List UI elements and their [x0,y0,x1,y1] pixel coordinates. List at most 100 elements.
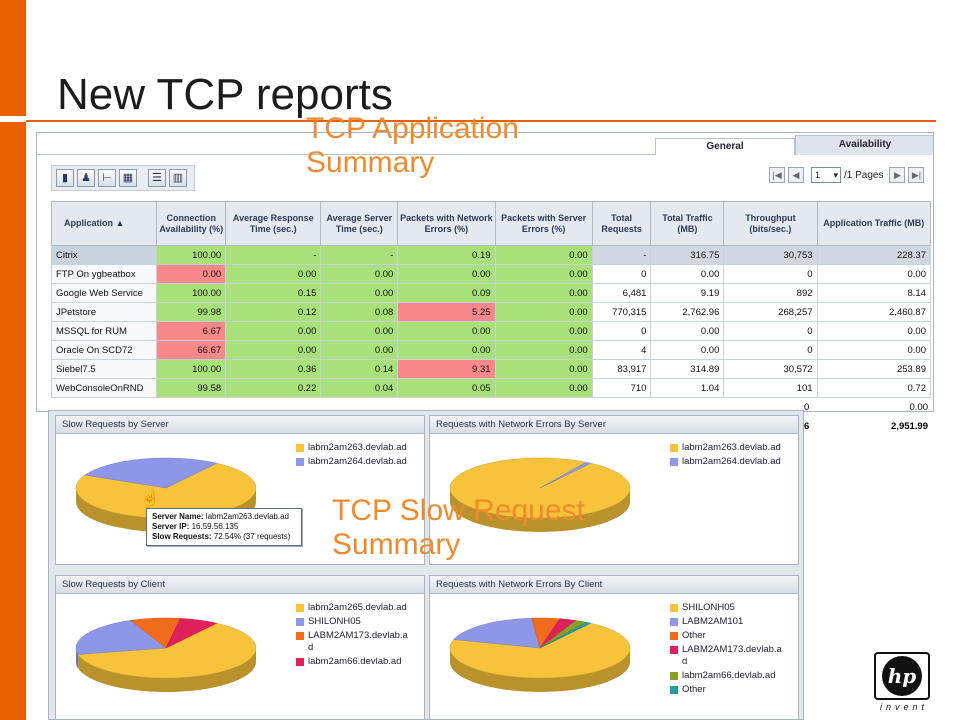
col-network-errors[interactable]: Packets with Network Errors (%) [397,201,496,246]
table-row[interactable]: Google Web Service 100.00 0.15 0.00 0.09 0.00… [50,283,932,303]
table-row[interactable]: Siebel7.5 100.00 0.36 0.14 9.31 0.00 83,917 314… [50,359,932,379]
legend-label: LABM2AM173.devlab.ad [308,630,408,653]
prev-page-icon[interactable]: ◀ [788,167,804,183]
person-icon[interactable]: ♟ [77,169,95,187]
legend-item: labm2am263.devlab.ad [670,442,781,454]
pie-slice[interactable] [449,622,631,679]
pie-legend: labm2am265.devlab.ad SHILONH05 LABM2AM173.… [296,602,408,670]
legend-swatch [670,646,678,654]
tab-general[interactable]: General [655,138,795,155]
table-row[interactable]: MSSQL for RUM 6.67 0.00 0.00 0.00 0.00 0 0.00 0 0… [50,321,932,341]
hp-tagline: invent [880,702,929,712]
cell-application-name[interactable]: Siebel7.5 [50,359,158,379]
callout-bottom-line1: TCP Slow Request [332,494,585,527]
table-cell: 0.00 [320,321,399,341]
bar-chart-icon[interactable]: ▮ [56,169,74,187]
cell-application-name[interactable]: WebConsoleOnRND [50,378,158,398]
pie-slice[interactable] [165,618,218,649]
cell-application-name[interactable]: FTP On ygbeatbox [50,264,158,284]
pie-legend: labm2am263.devlab.ad labm2am264.devlab.ad [670,442,781,470]
table-cell: 0.00 [494,283,593,303]
tooltip-slow-label: Slow Requests: [152,532,212,541]
first-page-icon[interactable]: |◀ [769,167,785,183]
col-server-errors[interactable]: Packets with Server Errors (%) [494,201,593,246]
col-connection-availability[interactable]: Connection Availability (%) [156,201,227,246]
legend-item: Other [670,630,782,642]
pie-legend: SHILONH05 LABM2AM101 Other LABM2AM173.devla… [670,602,782,698]
table-cell: 83,917 [591,359,652,379]
table-cell: 0.00 [397,321,496,341]
legend-label: labm2am263.devlab.ad [308,442,407,453]
col-avg-server-time[interactable]: Average Server Time (sec.) [320,201,399,246]
table-row[interactable]: FTP On ygbeatbox 0.00 0.00 0.00 0.00 0.00 0 0.0… [50,264,932,284]
col-application[interactable]: Application ▲ [50,201,158,246]
cell-application-name[interactable]: Google Web Service [50,283,158,303]
col-total-traffic[interactable]: Total Traffic (MB) [650,201,725,246]
application-summary-screenshot: General Availability ▮ ♟ ⊢ ▦ ☰ ▥ |◀ ◀ 1 … [36,132,934,412]
table-row[interactable]: Oracle On SCD72 66.67 0.00 0.00 0.00 0.00 4 0.0… [50,340,932,360]
pie-slice[interactable] [539,621,592,649]
pie-chart[interactable] [70,604,290,714]
legend-item: SHILONH05 [670,602,782,614]
pie-slice[interactable] [77,622,257,679]
table-row[interactable]: Citrix 100.00- -0.19 0.00-316.75 30,753 228.3… [50,245,932,265]
pane-title: Slow Requests by Server [56,416,424,434]
cell-application-name[interactable]: MSSQL for RUM [50,321,158,341]
table-cell: 0.00 [494,359,593,379]
tree-icon[interactable]: ⊢ [98,169,116,187]
cell-application-name[interactable]: JPetstore [50,302,158,322]
col-total-requests[interactable]: Total Requests [591,201,652,246]
table-cell: 0.00 [650,321,725,341]
legend-label: Other [682,630,706,641]
pie-slice[interactable] [75,620,167,655]
table-cell: - [225,245,322,265]
pane-slow-requests-by-server: Slow Requests by Server labm2am263.devla… [55,415,425,565]
cell-application-name[interactable]: Citrix [50,245,158,265]
table-cell: 0.00 [156,264,227,284]
tooltip-server-name-label: Server Name: [152,512,204,521]
table-cell: - [591,245,652,265]
pie-slice-side [450,648,630,692]
table-cell: 0.00 [225,321,322,341]
table-cell: 0.00 [494,340,593,360]
table-cell: 0.72 [816,378,932,398]
table-icon[interactable]: ▦ [119,169,137,187]
tooltip-server-name: labm2am263.devlab.ad [205,512,289,521]
next-page-icon[interactable]: ▶ [889,167,906,183]
last-page-icon[interactable]: ▶| [908,167,925,183]
table-row[interactable]: WebConsoleOnRND 99.58 0.22 0.04 0.05 0.00 710 1… [50,378,932,398]
pie-slice[interactable] [84,457,218,489]
pie-slice[interactable] [453,617,541,649]
pie-chart[interactable] [444,604,664,714]
table-cell: 5.25 [397,302,496,322]
table-cell: 228.37 [816,245,932,265]
legend-label: LABM2AM173.devlab.ad [682,644,782,667]
table-cell: 0.00 [494,264,593,284]
col-application-traffic[interactable]: Application Traffic (MB) [816,201,932,246]
pie-slice[interactable] [539,461,592,489]
page-select[interactable]: 1 [811,167,841,183]
legend-swatch [670,458,678,466]
table-row[interactable]: JPetstore 99.98 0.12 0.08 5.25 0.00 770,315 2,7… [50,302,932,322]
legend-swatch [296,658,304,666]
legend-item: LABM2AM101 [670,616,782,628]
pie-chart[interactable] [444,444,664,554]
legend-swatch [296,604,304,612]
grid-icon[interactable]: ☰ [148,169,166,187]
legend-swatch [670,604,678,612]
table-cell: 0.05 [397,378,496,398]
overflow-right: 0.00 [909,402,929,413]
table-cell: 99.98 [156,302,227,322]
legend-item: labm2am66.devlab.ad [670,670,782,682]
legend-label: labm2am263.devlab.ad [682,442,781,453]
table-cell: 66.67 [156,340,227,360]
report-tabs: General Availability [655,135,933,155]
callout-application-summary: TCP Application Summary [306,112,519,180]
col-throughput[interactable]: Throughput (bits/sec.) [723,201,818,246]
columns-icon[interactable]: ▥ [169,169,187,187]
pie-slice-side [76,648,79,669]
tab-availability[interactable]: Availability [795,135,933,155]
table-cell: 0 [591,321,652,341]
col-avg-response-time[interactable]: Average Response Time (sec.) [225,201,322,246]
cell-application-name[interactable]: Oracle On SCD72 [50,340,158,360]
